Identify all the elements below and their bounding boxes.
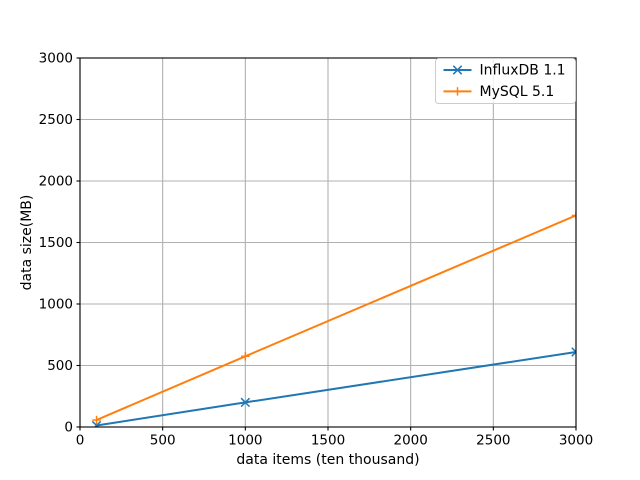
x-tick-label: 0 bbox=[76, 433, 85, 449]
tick-layer bbox=[76, 57, 577, 431]
x-marker bbox=[452, 65, 463, 75]
series-layer bbox=[91, 211, 576, 427]
grid-layer bbox=[79, 57, 577, 428]
legend-label: InfluxDB 1.1 bbox=[480, 63, 566, 79]
legend-label: MySQL 5.1 bbox=[480, 84, 555, 100]
legend-item-influxdb-1-1: InfluxDB 1.1 bbox=[443, 63, 566, 79]
tick-label-layer: 0 500 1000 1500 2000 2500 3000 0 500 1000 1500 2000… bbox=[39, 51, 594, 449]
y-tick-label: 1000 bbox=[39, 297, 73, 313]
y-tick-label: 2000 bbox=[39, 174, 73, 190]
plus-marker bbox=[453, 87, 462, 96]
y-tick-label: 1500 bbox=[39, 235, 73, 251]
y-tick-label: 3000 bbox=[39, 51, 73, 67]
x-marker bbox=[91, 420, 102, 427]
x-tick-label: 500 bbox=[150, 433, 176, 449]
legend-item-mysql-5-1: MySQL 5.1 bbox=[443, 84, 555, 100]
plus-marker bbox=[571, 211, 576, 220]
x-tick-label: 1500 bbox=[311, 433, 345, 449]
legend: InfluxDB 1.1 MySQL 5.1 bbox=[435, 58, 576, 104]
y-tick-label: 2500 bbox=[39, 112, 73, 128]
x-tick-label: 2000 bbox=[393, 433, 427, 449]
x-tick-label: 3000 bbox=[559, 433, 593, 449]
y-tick-label: 500 bbox=[47, 358, 73, 374]
x-tick-label: 1000 bbox=[228, 433, 262, 449]
plus-marker bbox=[92, 415, 101, 425]
y-tick-label: 0 bbox=[64, 420, 73, 436]
x-marker bbox=[571, 347, 576, 357]
plus-marker bbox=[241, 352, 250, 361]
x-tick-label: 2500 bbox=[476, 433, 510, 449]
y-axis-label: data size(MB) bbox=[19, 195, 35, 291]
x-axis-label: data items (ten thousand) bbox=[236, 452, 419, 468]
x-marker bbox=[240, 397, 251, 408]
